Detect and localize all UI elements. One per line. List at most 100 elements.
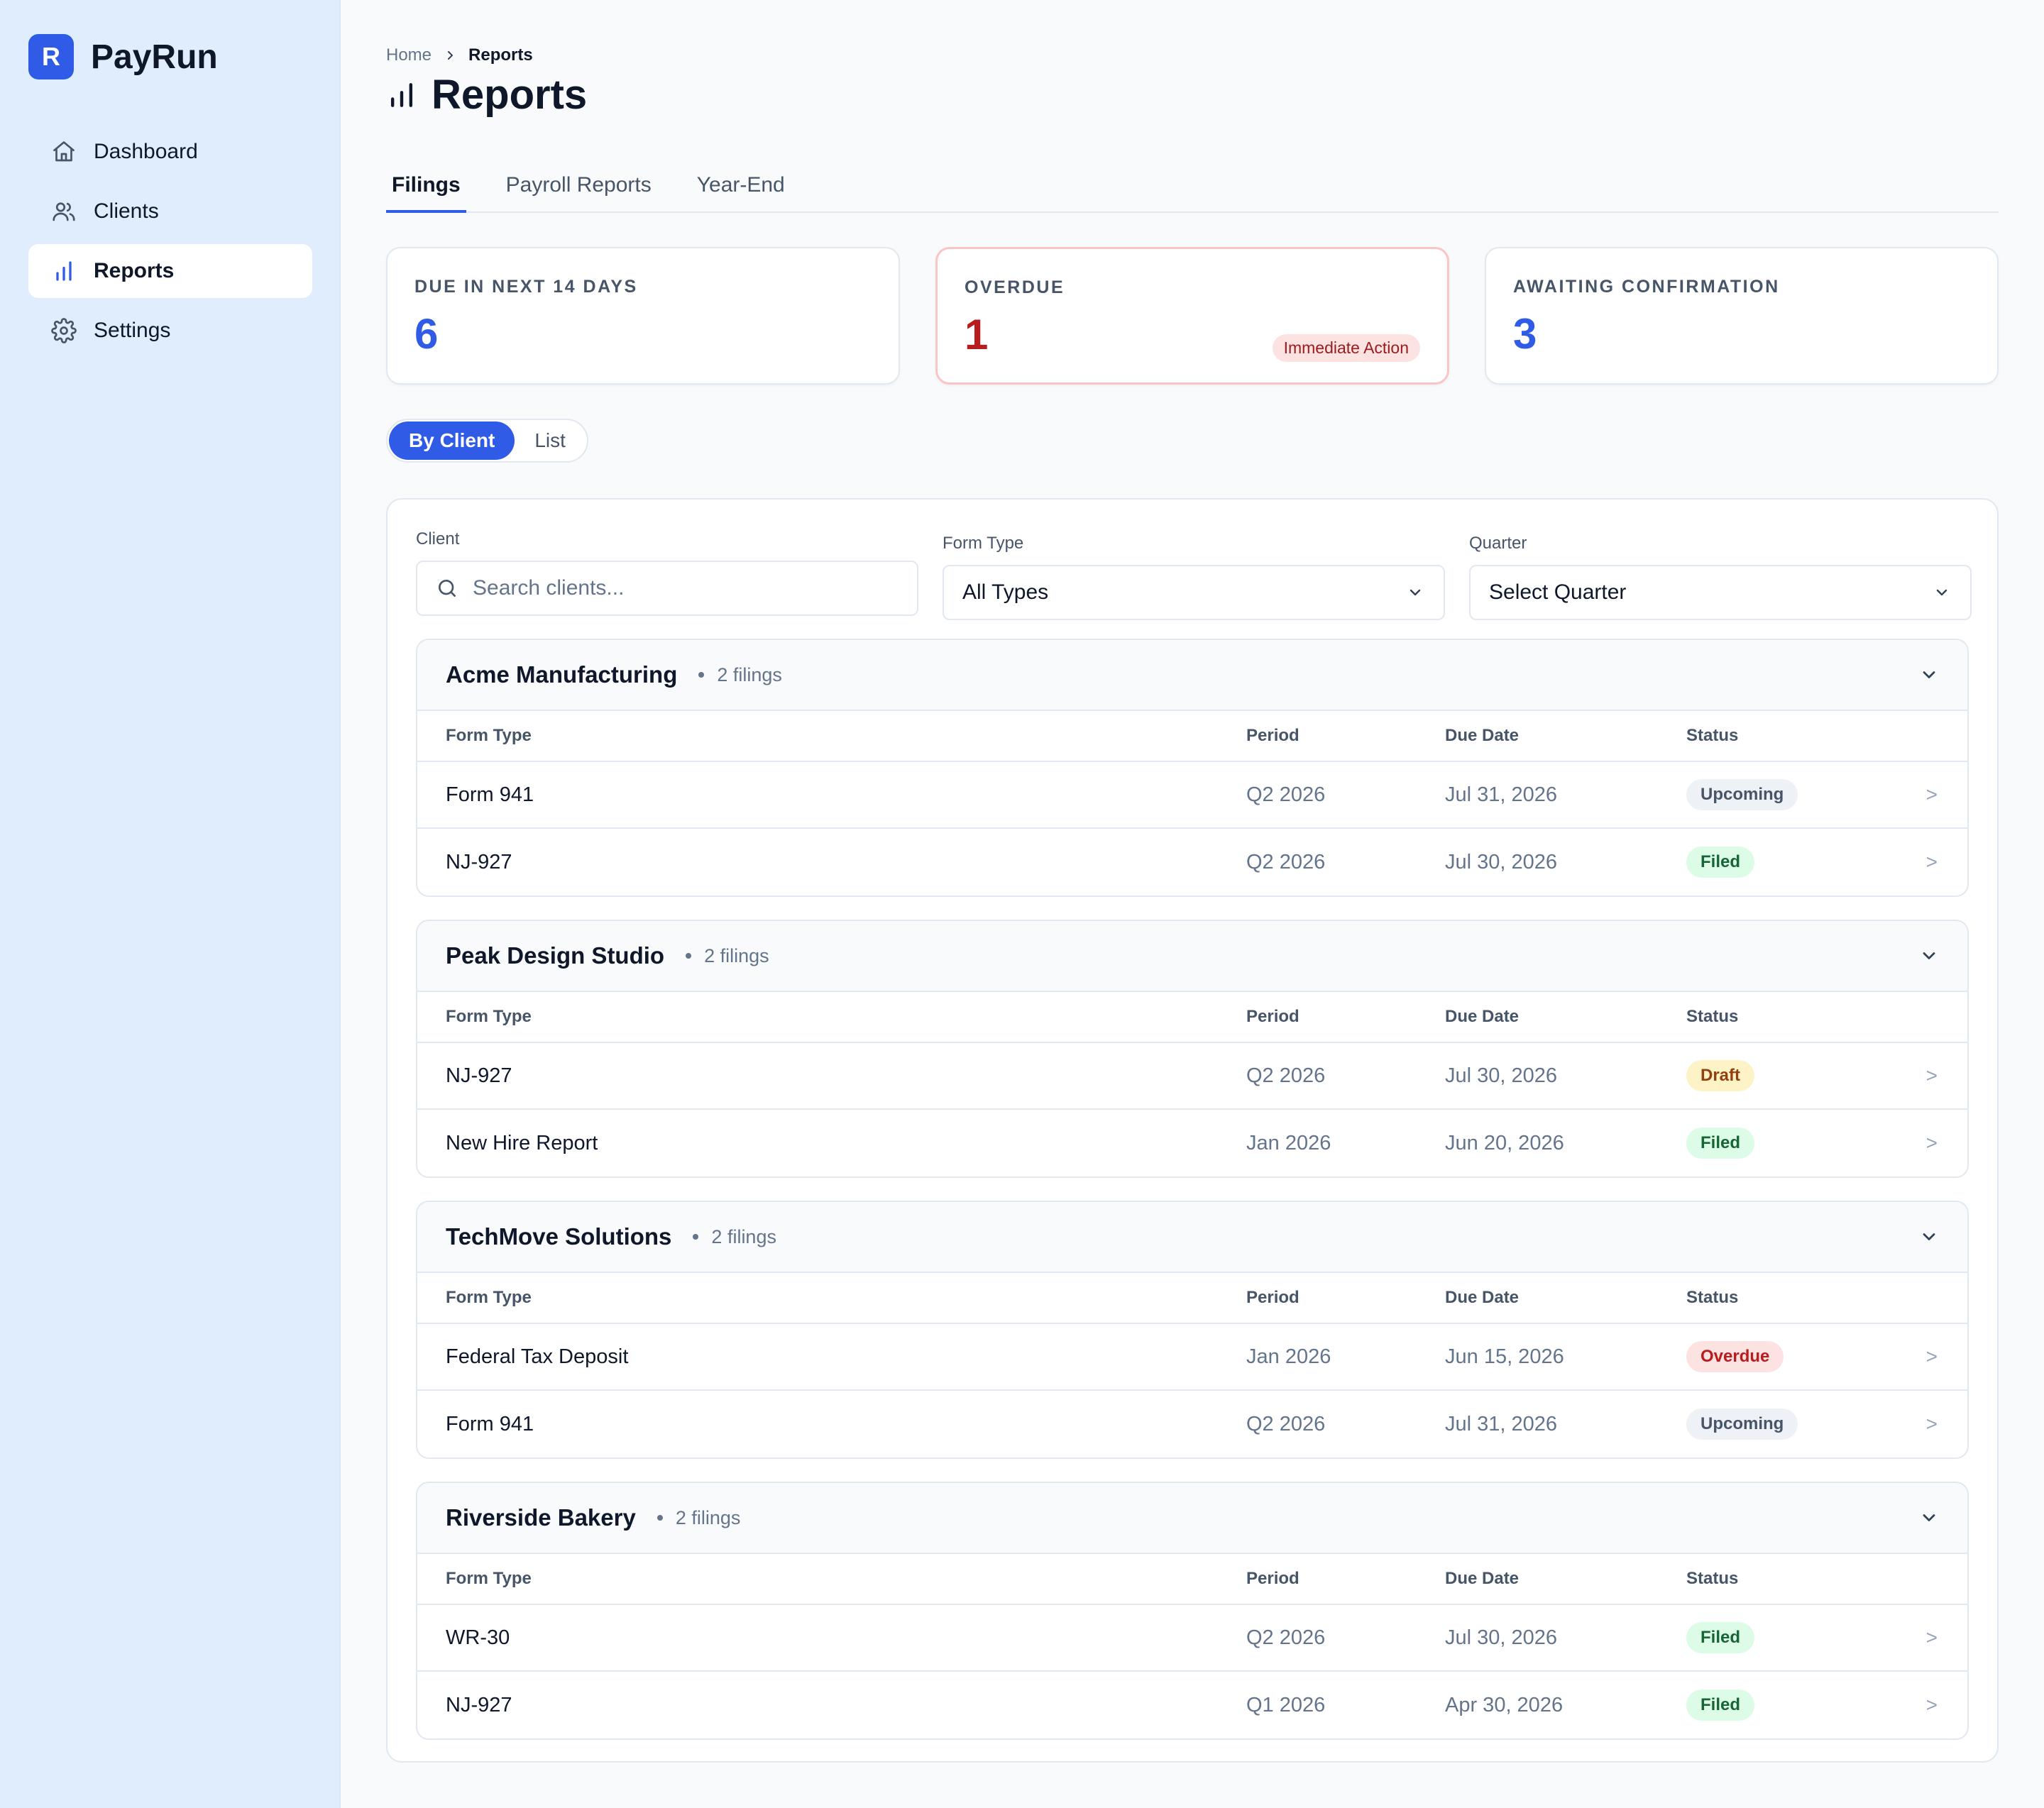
due-date-cell: Jul 30, 2026 — [1445, 1064, 1558, 1087]
col-due-date: Due Date — [1445, 1569, 1520, 1588]
filing-count: 2 filings — [711, 1225, 776, 1247]
status-badge: Filed — [1686, 847, 1755, 878]
card-label: DUE IN NEXT 14 DAYS — [414, 277, 638, 297]
due-date-cell: Jul 31, 2026 — [1445, 783, 1558, 806]
search-icon — [439, 580, 456, 597]
chevron-right-icon[interactable]: > — [1925, 783, 1938, 805]
client-group-header[interactable]: Riverside Bakery 2 filings — [417, 1483, 1967, 1554]
client-group: Peak Design Studio 2 filings Form Type P… — [416, 920, 1969, 1178]
chevron-right-icon[interactable]: > — [1925, 851, 1938, 873]
client-group: TechMove Solutions 2 filings Form Type P… — [416, 1201, 1969, 1459]
chevron-right-icon[interactable]: > — [1925, 1132, 1938, 1154]
card-value: 6 — [414, 310, 439, 358]
form-type-cell: New Hire Report — [446, 1131, 598, 1154]
form-type-select[interactable]: All Types — [943, 565, 1445, 620]
col-due-date: Due Date — [1445, 726, 1520, 745]
card-value: 1 — [965, 311, 989, 358]
sidebar: R PayRun Dashboard Clients Reports Sett — [0, 0, 341, 1808]
chevron-right-icon[interactable]: > — [1925, 1345, 1938, 1367]
chevron-down-icon[interactable] — [1919, 946, 1939, 966]
form-type-cell: Form 941 — [446, 1412, 534, 1435]
sidebar-item-label: Dashboard — [94, 140, 198, 163]
app-name: PayRun — [91, 38, 218, 76]
list-toggle[interactable]: List — [534, 429, 566, 451]
table-row[interactable]: NJ-927 Q2 2026 Jul 30, 2026 Draft > — [417, 1043, 1967, 1110]
filter-label: Quarter — [1469, 534, 1527, 553]
client-name: TechMove Solutions — [446, 1223, 672, 1250]
separator-dot — [686, 953, 692, 959]
chevron-down-icon[interactable] — [1919, 665, 1939, 685]
card-value: 3 — [1513, 310, 1537, 358]
col-status: Status — [1686, 1288, 1739, 1307]
form-type-cell: Federal Tax Deposit — [446, 1345, 629, 1368]
awaiting-confirmation-card[interactable]: AWAITING CONFIRMATION 3 — [1485, 247, 1999, 385]
period-cell: Q2 2026 — [1246, 783, 1326, 806]
client-group-header[interactable]: TechMove Solutions 2 filings — [417, 1202, 1967, 1273]
status-badge: Draft — [1686, 1060, 1755, 1091]
col-form-type: Form Type — [446, 1007, 532, 1026]
chevron-right-icon — [448, 51, 454, 60]
col-status: Status — [1686, 1569, 1739, 1588]
chevron-down-icon[interactable] — [1919, 1508, 1939, 1528]
col-due-date: Due Date — [1445, 1007, 1520, 1026]
tab-year-end[interactable]: Year-End — [696, 173, 785, 197]
search-placeholder: Search clients... — [473, 576, 625, 600]
col-form-type: Form Type — [446, 1288, 532, 1307]
table-row[interactable]: WR-30 Q2 2026 Jul 30, 2026 Filed > — [417, 1605, 1967, 1672]
chevron-down-icon[interactable] — [1919, 1227, 1939, 1247]
chevron-right-icon[interactable]: > — [1925, 1064, 1938, 1086]
filters-bar: Client Search clients... Form Type All T… — [416, 529, 1972, 620]
form-type-cell: NJ-927 — [446, 850, 512, 873]
col-period: Period — [1246, 1569, 1300, 1588]
client-filter: Client Search clients... — [416, 529, 918, 620]
by-client-toggle[interactable]: By Client — [389, 421, 515, 460]
table-row[interactable]: NJ-927 Q2 2026 Jul 30, 2026 Filed > — [417, 829, 1967, 895]
due-soon-card[interactable]: DUE IN NEXT 14 DAYS 6 — [386, 247, 900, 385]
page-title: Reports — [386, 71, 587, 118]
page-title-text: Reports — [432, 72, 588, 118]
due-date-cell: Jul 31, 2026 — [1445, 1412, 1558, 1435]
period-cell: Jan 2026 — [1246, 1131, 1331, 1154]
status-badge: Filed — [1686, 1128, 1755, 1159]
quarter-select[interactable]: Select Quarter — [1469, 565, 1972, 620]
sidebar-item-reports[interactable]: Reports — [28, 244, 312, 298]
client-group: Riverside Bakery 2 filings Form Type Per… — [416, 1482, 1969, 1740]
select-value: All Types — [962, 580, 1049, 604]
due-date-cell: Jun 20, 2026 — [1445, 1131, 1564, 1154]
client-group-header[interactable]: Peak Design Studio 2 filings — [417, 921, 1967, 992]
sidebar-item-settings[interactable]: Settings — [28, 304, 312, 358]
client-search-input[interactable]: Search clients... — [416, 561, 918, 616]
sidebar-item-dashboard[interactable]: Dashboard — [28, 125, 312, 179]
chevron-right-icon[interactable]: > — [1925, 1694, 1938, 1716]
sidebar-item-clients[interactable]: Clients — [28, 184, 312, 238]
separator-dot — [693, 1234, 699, 1240]
status-badge: Upcoming — [1686, 779, 1798, 810]
tab-payroll-reports[interactable]: Payroll Reports — [505, 173, 652, 197]
tab-filings[interactable]: Filings — [386, 165, 466, 213]
overdue-card[interactable]: OVERDUE 1 Immediate Action — [935, 247, 1449, 385]
select-value: Select Quarter — [1489, 580, 1627, 604]
bar-chart-icon — [390, 82, 413, 107]
table-header: Form Type Period Due Date Status — [417, 992, 1967, 1043]
table-row[interactable]: NJ-927 Q1 2026 Apr 30, 2026 Filed > — [417, 1672, 1967, 1738]
client-groups: Acme Manufacturing 2 filings Form Type P… — [416, 639, 1969, 1763]
chevron-right-icon[interactable]: > — [1925, 1413, 1938, 1435]
users-icon — [51, 199, 77, 224]
chevron-right-icon[interactable]: > — [1925, 1626, 1938, 1648]
logo[interactable]: R PayRun — [28, 34, 218, 79]
sidebar-item-label: Settings — [94, 319, 171, 342]
client-group-header[interactable]: Acme Manufacturing 2 filings — [417, 640, 1967, 711]
period-cell: Q2 2026 — [1246, 850, 1326, 873]
col-status: Status — [1686, 1007, 1739, 1026]
col-form-type: Form Type — [446, 726, 532, 745]
table-row[interactable]: New Hire Report Jan 2026 Jun 20, 2026 Fi… — [417, 1110, 1967, 1176]
client-group: Acme Manufacturing 2 filings Form Type P… — [416, 639, 1969, 897]
report-tabs: Filings Payroll Reports Year-End — [386, 165, 1999, 213]
breadcrumb-home[interactable]: Home — [386, 45, 432, 65]
table-row[interactable]: Form 941 Q2 2026 Jul 31, 2026 Upcoming > — [417, 1391, 1967, 1457]
table-row[interactable]: Federal Tax Deposit Jan 2026 Jun 15, 202… — [417, 1324, 1967, 1391]
form-type-cell: NJ-927 — [446, 1693, 512, 1716]
immediate-action-badge: Immediate Action — [1272, 334, 1420, 362]
filter-label: Form Type — [943, 534, 1024, 553]
table-row[interactable]: Form 941 Q2 2026 Jul 31, 2026 Upcoming > — [417, 762, 1967, 829]
